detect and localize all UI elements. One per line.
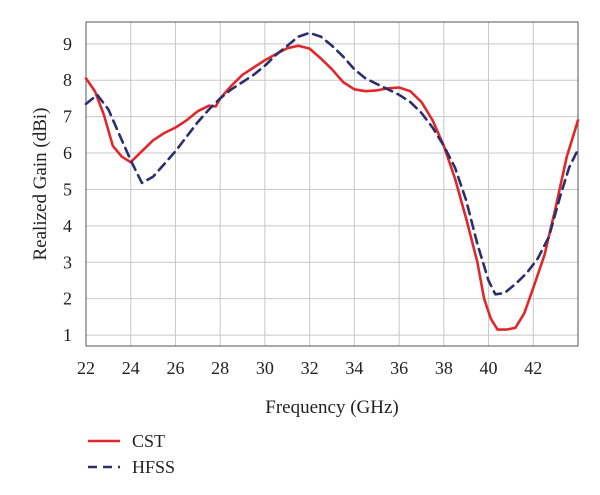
plot-area xyxy=(85,21,579,347)
x-tick-label: 30 xyxy=(256,358,274,378)
series-lines xyxy=(84,31,580,331)
y-tick-label: 6 xyxy=(63,143,72,163)
legend-label-cst: CST xyxy=(132,431,165,451)
series-line-cst xyxy=(84,44,580,331)
grid xyxy=(86,22,578,346)
y-tick-label: 2 xyxy=(63,289,72,309)
series-line-hfss xyxy=(84,31,580,296)
y-tick-label: 5 xyxy=(63,179,72,199)
x-tick-label: 26 xyxy=(166,358,184,378)
x-tick-label: 32 xyxy=(301,358,319,378)
y-tick-label: 8 xyxy=(63,70,72,90)
y-tick-labels: 1 2 3 4 5 6 7 8 9 xyxy=(63,34,72,345)
y-axis-label: Realized Gain (dBi) xyxy=(30,107,51,260)
x-tick-label: 34 xyxy=(345,358,363,378)
y-tick-label: 1 xyxy=(63,325,72,345)
x-tick-label: 40 xyxy=(480,358,498,378)
x-axis-label: Frequency (GHz) xyxy=(265,397,398,418)
x-tick-label: 28 xyxy=(211,358,229,378)
x-tick-label: 42 xyxy=(524,358,542,378)
y-tick-label: 4 xyxy=(63,216,72,236)
y-tick-label: 3 xyxy=(63,252,72,272)
legend-label-hfss: HFSS xyxy=(132,457,175,477)
x-tick-label: 22 xyxy=(77,358,95,378)
x-tick-label: 24 xyxy=(122,358,140,378)
x-tick-label: 36 xyxy=(390,358,408,378)
x-tick-labels: 22 24 26 28 30 32 34 36 38 40 42 xyxy=(77,358,542,378)
x-tick-label: 38 xyxy=(435,358,453,378)
y-tick-label: 9 xyxy=(63,34,72,54)
y-tick-label: 7 xyxy=(63,107,72,127)
legend: CST HFSS xyxy=(88,431,175,477)
